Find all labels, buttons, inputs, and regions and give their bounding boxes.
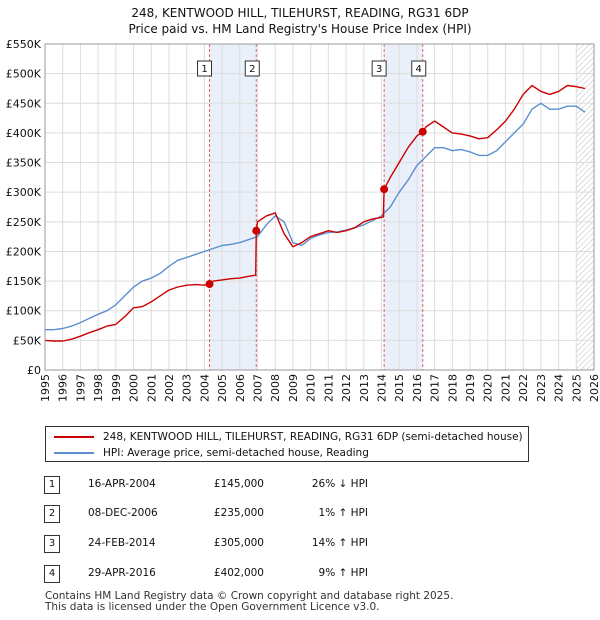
transaction-date: 24-FEB-2014 [88, 537, 156, 549]
y-tick-label: £500K [6, 68, 42, 81]
x-tick-label: 2022 [517, 374, 530, 402]
plot-area [45, 44, 594, 370]
footer: Contains HM Land Registry data © Crown c… [45, 591, 453, 613]
forecast-hatch [576, 44, 594, 370]
legend-item-property: 248, KENTWOOD HILL, TILEHURST, READING, … [54, 429, 523, 445]
x-tick-label: 2026 [588, 374, 600, 402]
sale-number-box [371, 60, 387, 77]
x-tick-label: 1999 [110, 374, 123, 402]
transaction-price: £402,000 [213, 567, 264, 579]
x-tick-label: 2016 [411, 374, 424, 402]
x-tick-label: 2020 [482, 374, 495, 402]
x-tick-label: 2011 [322, 374, 335, 402]
legend-label-hpi: HPI: Average price, semi-detached house,… [103, 447, 369, 459]
plot-border [44, 43, 595, 371]
transaction-number: 2 [44, 505, 60, 523]
y-tick-label: £250K [6, 216, 42, 229]
x-tick-label: 1995 [39, 374, 52, 402]
x-tick-label: 2009 [287, 374, 300, 402]
sale-number-label: 2 [249, 64, 255, 75]
y-tick-label: £150K [6, 275, 42, 288]
y-tick-label: £450K [6, 97, 42, 110]
sale-point [205, 280, 214, 289]
x-tick-label: 2007 [252, 374, 265, 402]
transaction-date: 29-APR-2016 [88, 567, 156, 579]
x-tick-label: 1997 [74, 374, 87, 402]
transaction-hpi: 26% ↓ HPI [311, 478, 368, 490]
transaction-number: 1 [44, 476, 60, 494]
transaction-number: 3 [44, 535, 60, 553]
y-tick-label: £400K [6, 127, 42, 140]
sale-number-label: 4 [416, 64, 422, 75]
transaction-hpi: 9% ↑ HPI [318, 567, 368, 579]
transaction-date: 16-APR-2004 [88, 478, 156, 490]
footer-license: This data is licensed under the Open Gov… [45, 601, 380, 613]
transaction-price: £305,000 [213, 537, 264, 549]
x-tick-label: 2012 [340, 374, 353, 402]
legend-swatch-hpi [54, 452, 94, 454]
x-tick-label: 2017 [429, 374, 442, 402]
legend-swatch-property [54, 436, 94, 438]
y-tick-label: £50K [13, 334, 42, 347]
x-tick-label: 2005 [216, 374, 229, 402]
transaction-number: 4 [44, 565, 60, 583]
transaction-date: 08-DEC-2006 [88, 507, 158, 519]
x-tick-label: 2014 [375, 374, 388, 402]
x-tick-label: 2019 [464, 374, 477, 402]
x-tick-label: 1996 [57, 374, 70, 402]
legend-label-property: 248, KENTWOOD HILL, TILEHURST, READING, … [103, 431, 523, 443]
y-tick-label: £350K [6, 157, 42, 170]
x-tick-label: 2000 [128, 374, 141, 402]
y-tick-label: £200K [6, 245, 42, 258]
x-tick-label: 2025 [570, 374, 583, 402]
x-tick-label: 2021 [499, 374, 512, 402]
y-tick-label: £0 [27, 364, 41, 377]
chart-title: 248, KENTWOOD HILL, TILEHURST, READING, … [131, 6, 469, 20]
sale-point [380, 185, 389, 194]
x-tick-label: 1998 [92, 374, 105, 402]
transaction-price: £145,000 [213, 478, 264, 490]
transaction-hpi: 14% ↑ HPI [311, 537, 368, 549]
table-row: 3 24-FEB-2014 £305,000 14% ↑ HPI [44, 535, 464, 553]
sale-number-box [411, 60, 427, 77]
y-tick-label: £300K [6, 186, 42, 199]
chart-subtitle: Price paid vs. HM Land Registry's House … [128, 22, 472, 36]
sale-number-label: 1 [201, 64, 207, 75]
x-tick-label: 2023 [535, 374, 548, 402]
sale-number-box [197, 60, 213, 77]
sale-number-label: 3 [376, 64, 382, 75]
transaction-hpi: 1% ↑ HPI [318, 507, 368, 519]
x-tick-label: 2018 [446, 374, 459, 402]
y-tick-label: £550K [6, 38, 42, 51]
x-tick-label: 2006 [234, 374, 247, 402]
hpi-series-line [45, 102, 586, 331]
x-tick-label: 2024 [553, 374, 566, 402]
table-row: 1 16-APR-2004 £145,000 26% ↓ HPI [44, 476, 464, 494]
x-tick-label: 2008 [269, 374, 282, 402]
x-tick-label: 2003 [181, 374, 194, 402]
footer-copyright: Contains HM Land Registry data © Crown c… [45, 590, 454, 602]
legend-item-hpi: HPI: Average price, semi-detached house,… [54, 445, 369, 461]
sale-span-shade [209, 44, 257, 370]
chart-legend: 248, KENTWOOD HILL, TILEHURST, READING, … [45, 426, 529, 462]
sale-number-box [244, 60, 260, 77]
table-row: 2 08-DEC-2006 £235,000 1% ↑ HPI [44, 505, 464, 523]
table-row: 4 29-APR-2016 £402,000 9% ↑ HPI [44, 565, 464, 583]
property-series-line [44, 84, 586, 342]
x-tick-label: 2010 [305, 374, 318, 402]
x-tick-label: 2013 [358, 374, 371, 402]
x-tick-label: 2001 [145, 374, 158, 402]
x-tick-label: 2002 [163, 374, 176, 402]
sale-point [418, 127, 427, 136]
sale-point [252, 226, 261, 235]
x-tick-label: 2004 [198, 374, 211, 402]
transaction-price: £235,000 [213, 507, 264, 519]
y-tick-label: £100K [6, 305, 42, 318]
price-chart: 1 2 3 4 £0 £50K £100K £150K £200K £250K £300K £350K… [6, 38, 600, 402]
x-tick-label: 2015 [393, 374, 406, 402]
